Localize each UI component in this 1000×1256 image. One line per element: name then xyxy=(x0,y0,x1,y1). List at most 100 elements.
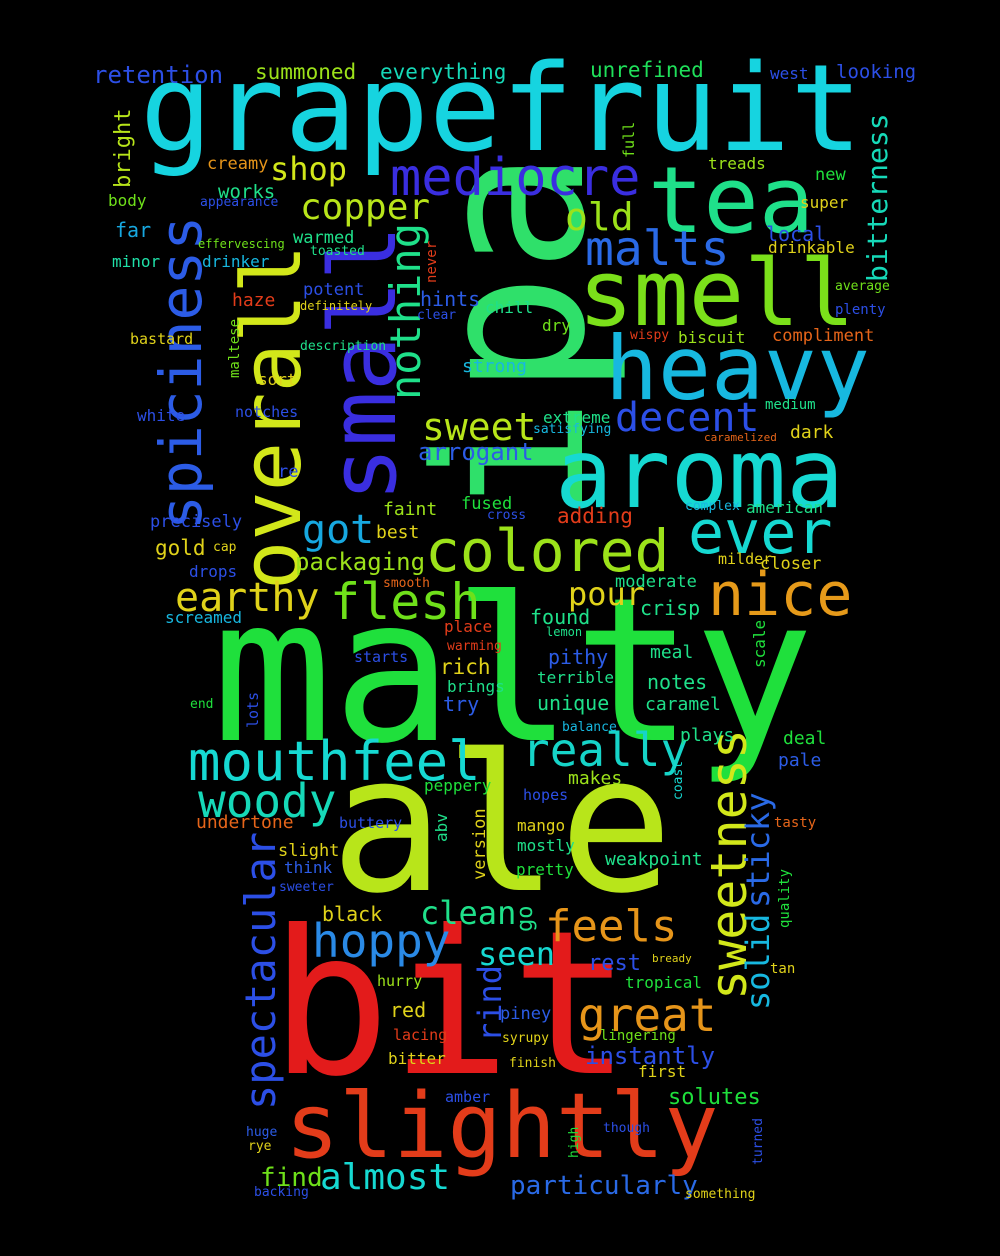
word-lemon: lemon xyxy=(546,625,583,639)
word-malty: malty xyxy=(212,555,815,788)
word-smooth: smooth xyxy=(383,576,430,591)
word-strong: strong xyxy=(462,356,528,377)
word-backing: backing xyxy=(254,1185,309,1200)
word-mostly: mostly xyxy=(517,836,575,855)
word-got: got xyxy=(302,507,375,553)
word-particularly: particularly xyxy=(510,1171,698,1201)
word-clear: clear xyxy=(417,308,457,323)
word-ever: ever xyxy=(688,498,833,568)
word-found: found xyxy=(530,605,591,629)
word-really: really xyxy=(522,723,689,777)
word-mouthfeel: mouthfeel xyxy=(188,730,481,793)
word-best: best xyxy=(376,522,420,543)
word-slightly: slightly xyxy=(285,1074,719,1179)
word-local: local xyxy=(766,222,827,246)
word-unrefined: unrefined xyxy=(590,58,704,82)
word-huge: huge xyxy=(246,1125,278,1140)
word-medium: medium xyxy=(765,397,816,413)
word-tan: tan xyxy=(770,961,796,977)
word-tasty: tasty xyxy=(774,815,817,831)
word-heavy: heavy xyxy=(605,317,870,420)
word-quality: quality xyxy=(777,868,793,928)
word-extreme: extreme xyxy=(543,408,611,427)
word-satisfying: satisfying xyxy=(533,422,612,437)
word-rye: rye xyxy=(248,1139,272,1154)
word-drops: drops xyxy=(189,562,238,581)
word-malts: malts xyxy=(585,221,730,277)
word-warmed: warmed xyxy=(293,228,355,248)
word-tropical: tropical xyxy=(625,973,703,992)
word-re: re xyxy=(278,462,299,482)
word-bitter: bitter xyxy=(388,1049,446,1068)
word-cross: cross xyxy=(487,508,527,523)
word-shop: shop xyxy=(270,150,348,188)
word-flesh: flesh xyxy=(330,573,481,631)
word-grapefruit: grapefruit xyxy=(140,40,863,179)
word-dark: dark xyxy=(790,422,834,443)
word-dry: dry xyxy=(542,316,571,335)
word-everything: everything xyxy=(380,60,507,84)
word-something: something xyxy=(685,1187,756,1202)
word-brings: brings xyxy=(447,677,505,696)
word-minor: minor xyxy=(112,252,161,271)
word-bit: bit xyxy=(270,888,632,1121)
word-milder: milder xyxy=(718,550,773,568)
word-almost: almost xyxy=(320,1157,451,1198)
word-meal: meal xyxy=(650,642,694,663)
word-bitterness: bitterness xyxy=(861,113,894,282)
word-pretty: pretty xyxy=(516,860,574,879)
word-white: white xyxy=(137,406,186,425)
word-great: great xyxy=(578,988,717,1042)
word-pale: pale xyxy=(778,750,822,771)
word-cap: cap xyxy=(213,540,237,555)
word-far: far xyxy=(115,218,152,242)
word-plays: plays xyxy=(680,725,735,746)
word-creamy: creamy xyxy=(207,154,269,174)
word-never: never xyxy=(424,240,440,283)
word-fused: fused xyxy=(461,494,513,514)
word-ale: ale xyxy=(330,714,674,935)
word-notes: notes xyxy=(647,670,708,694)
word-undertone: undertone xyxy=(196,812,294,833)
word-drinker: drinker xyxy=(202,252,270,271)
word-seen: seen xyxy=(478,935,556,973)
word-makes: makes xyxy=(568,768,623,789)
word-decent: decent xyxy=(615,395,760,441)
word-amber: amber xyxy=(445,1088,491,1106)
word-closer: closer xyxy=(760,554,822,574)
word-woody: woody xyxy=(198,774,337,828)
word-sort: sort xyxy=(258,370,297,389)
word-syrupy: syrupy xyxy=(502,1031,549,1046)
word-copper: copper xyxy=(300,187,431,228)
word-end: end xyxy=(190,697,214,712)
word-super: super xyxy=(800,193,849,212)
word-new: new xyxy=(815,165,846,185)
word-crisp: crisp xyxy=(640,596,701,620)
word-chill: chill xyxy=(485,298,534,317)
word-notches: notches xyxy=(235,403,299,421)
word-american: american xyxy=(746,498,824,517)
word-colored: colored xyxy=(425,517,670,585)
word-sticky: sticky xyxy=(739,792,777,908)
word-go: go xyxy=(513,905,538,933)
word-drinkable: drinkable xyxy=(768,238,855,257)
word-smell: smell xyxy=(578,240,855,347)
word-body: body xyxy=(108,191,147,210)
word-definitely: definitely xyxy=(300,299,373,313)
word-full: full xyxy=(620,121,638,158)
word-effervescing: effervescing xyxy=(198,237,285,251)
word-aroma: aroma xyxy=(555,418,844,530)
word-finish: finish xyxy=(509,1056,556,1071)
word-deal: deal xyxy=(783,728,827,749)
word-abv: abv xyxy=(432,813,451,842)
word-version: version xyxy=(470,808,490,880)
word-rich: rich xyxy=(440,655,491,679)
word-pour: pour xyxy=(568,575,646,613)
word-peppery: peppery xyxy=(424,776,492,795)
word-average: average xyxy=(835,279,890,294)
word-instantly: instantly xyxy=(585,1042,716,1070)
word-packaging: packaging xyxy=(295,548,426,576)
word-caramelized: caramelized xyxy=(704,431,777,444)
word-try: try xyxy=(443,692,480,716)
